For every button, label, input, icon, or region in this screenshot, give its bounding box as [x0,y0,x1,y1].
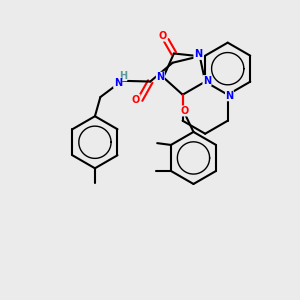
Text: N: N [156,72,164,82]
Text: O: O [159,31,167,41]
Text: O: O [132,94,140,105]
Text: N: N [203,76,211,85]
Text: H: H [119,71,127,81]
Text: N: N [114,78,122,88]
Text: N: N [226,91,234,101]
Text: O: O [180,106,189,116]
Text: N: N [194,50,202,59]
